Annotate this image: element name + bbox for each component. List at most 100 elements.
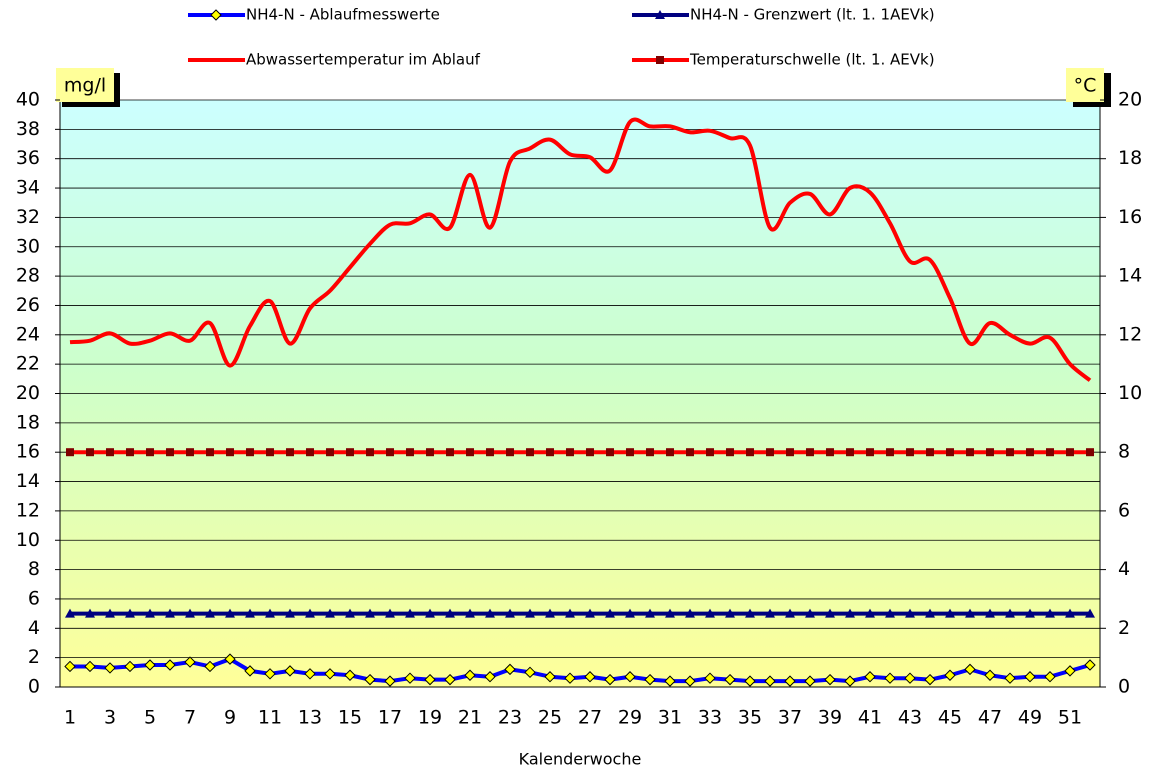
y-tick-label: 4: [28, 617, 40, 639]
data-point: [64, 660, 76, 673]
data-point: [985, 608, 995, 618]
data-point: [726, 448, 734, 457]
data-point: [286, 448, 294, 457]
x-tick-label: 29: [618, 707, 642, 729]
data-point: [945, 608, 955, 618]
data-point: [185, 608, 195, 618]
y-tick-label: 12: [16, 499, 40, 521]
x-tick-label: 27: [578, 707, 602, 729]
data-point: [1025, 608, 1035, 618]
x-tick-label: 5: [144, 707, 156, 729]
data-point: [165, 608, 175, 618]
data-point: [905, 608, 915, 618]
data-point: [566, 448, 574, 457]
data-point: [546, 448, 554, 457]
data-point: [964, 663, 976, 676]
legend-marker: [655, 10, 665, 19]
data-point: [364, 673, 376, 686]
y-tick-label: 30: [16, 235, 40, 257]
data-point: [986, 448, 994, 457]
data-point: [406, 448, 414, 457]
data-point: [786, 448, 794, 457]
data-point: [944, 669, 956, 681]
y2-tick-label: 6: [1118, 499, 1130, 521]
data-point: [506, 448, 514, 457]
data-point: [724, 673, 736, 686]
x-tick-label: 9: [224, 707, 236, 729]
x-tick-label: 47: [978, 707, 1002, 729]
data-point: [764, 675, 776, 687]
data-point: [205, 608, 215, 618]
data-point: [1045, 608, 1055, 618]
data-point: [966, 448, 974, 457]
data-point: [264, 668, 276, 680]
data-point: [265, 608, 275, 618]
data-point: [246, 448, 254, 457]
data-point: [1065, 608, 1075, 618]
data-point: [1064, 665, 1076, 677]
data-point: [704, 672, 716, 684]
data-point: [326, 448, 334, 457]
data-point: [504, 663, 516, 676]
y-tick-label: 18: [16, 411, 40, 433]
data-point: [646, 448, 654, 457]
data-point: [304, 668, 316, 680]
series: [64, 117, 1096, 687]
y-tick-label: 8: [28, 558, 40, 580]
x-tick-label: 23: [498, 707, 522, 729]
data-point: [266, 448, 274, 457]
data-point: [526, 448, 534, 457]
data-point: [285, 608, 295, 618]
x-tick-label: 35: [738, 707, 762, 729]
data-point: [906, 448, 914, 457]
data-point: [146, 448, 154, 457]
data-point: [785, 608, 795, 618]
x-tick-label: 13: [298, 707, 322, 729]
data-point: [166, 448, 174, 457]
data-point: [106, 448, 114, 457]
data-point: [984, 669, 996, 681]
data-point: [145, 608, 155, 618]
data-point: [746, 448, 754, 457]
data-point: [426, 448, 434, 457]
data-point: [804, 675, 816, 687]
data-point: [864, 671, 876, 683]
data-point: [245, 608, 255, 618]
data-point: [125, 608, 135, 618]
data-point: [405, 608, 415, 618]
data-point: [346, 448, 354, 457]
y-axis-title: mg/l: [64, 75, 106, 97]
legend-label: Temperaturschwelle (lt. 1. AEVk): [689, 51, 935, 69]
data-point: [124, 660, 136, 673]
y-tick-label: 28: [16, 265, 40, 287]
y2-axis-title: °C: [1074, 75, 1097, 97]
data-point: [865, 608, 875, 618]
data-point: [1086, 448, 1094, 457]
x-tick-label: 7: [184, 707, 196, 729]
legend-label: Abwassertemperatur im Ablauf: [246, 51, 481, 69]
data-point: [164, 659, 176, 671]
y-tick-label: 40: [16, 89, 40, 111]
data-point: [85, 608, 95, 618]
y-tick-label: 10: [16, 529, 40, 551]
data-point: [206, 448, 214, 457]
y2-tick-label: 16: [1118, 206, 1142, 228]
y2-tick-label: 14: [1118, 265, 1142, 287]
data-point: [204, 660, 216, 673]
data-point: [305, 608, 315, 618]
data-point: [626, 448, 634, 457]
x-tick-label: 41: [858, 707, 882, 729]
y-tick-label: 2: [28, 646, 40, 668]
data-point: [965, 608, 975, 618]
data-point: [946, 448, 954, 457]
data-point: [645, 608, 655, 618]
data-point: [485, 608, 495, 618]
data-point: [584, 671, 596, 683]
data-point: [345, 608, 355, 618]
data-point: [586, 448, 594, 457]
data-point: [424, 673, 436, 686]
series-line: [69, 117, 1092, 382]
data-point: [284, 665, 296, 677]
data-point: [465, 608, 475, 618]
